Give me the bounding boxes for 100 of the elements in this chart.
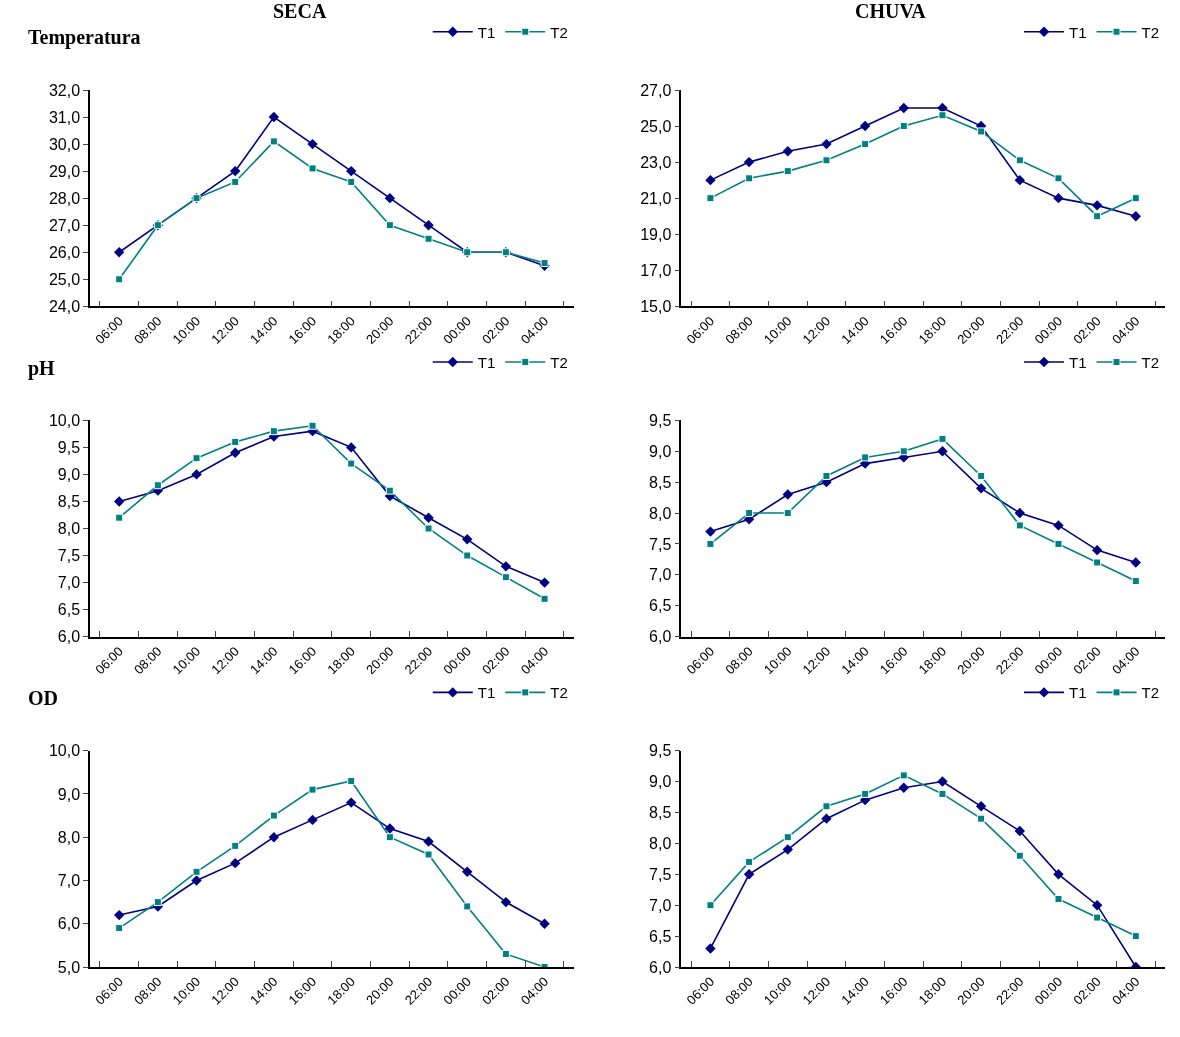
point <box>191 469 202 480</box>
point <box>975 483 987 494</box>
point <box>307 814 318 826</box>
point <box>977 127 986 136</box>
point <box>938 434 947 443</box>
point <box>500 896 512 908</box>
y-tick-label: 9,0 <box>57 466 81 484</box>
point <box>1054 539 1063 548</box>
point <box>1015 521 1024 530</box>
point <box>1130 557 1142 568</box>
point <box>705 943 716 954</box>
point <box>385 486 394 495</box>
point <box>1014 507 1025 519</box>
point <box>861 140 870 149</box>
point <box>821 138 832 150</box>
y-tick-label: 8,0 <box>57 520 81 538</box>
point <box>346 442 357 453</box>
point <box>1131 194 1140 203</box>
point <box>540 594 549 603</box>
point <box>346 797 357 808</box>
point <box>977 814 986 823</box>
y-tick-label: 9,5 <box>649 411 672 429</box>
y-tick-label: 25,0 <box>640 117 672 135</box>
legend-label: T2 <box>550 684 568 702</box>
point <box>113 496 125 507</box>
point <box>899 771 908 780</box>
y-tick-label: 8,0 <box>57 828 81 846</box>
point <box>1131 932 1140 941</box>
y-tick-label: 25,0 <box>48 270 81 288</box>
text: SECA <box>273 0 327 22</box>
point <box>822 802 831 811</box>
y-tick-label: 9,0 <box>57 785 81 803</box>
point <box>462 866 473 878</box>
y-tick-label: 6,0 <box>57 915 81 933</box>
point <box>1015 851 1024 860</box>
point <box>424 234 433 243</box>
point <box>347 177 356 186</box>
point <box>783 509 792 518</box>
point <box>113 909 125 921</box>
point <box>269 811 278 820</box>
y-tick-label: 6,5 <box>57 601 81 619</box>
y-tick-label: 8,0 <box>649 834 672 852</box>
point <box>1014 174 1025 186</box>
point <box>1130 210 1142 222</box>
point <box>705 526 716 537</box>
point <box>937 776 948 787</box>
y-tick-label: 6,0 <box>57 628 81 646</box>
chart-title: Temperatura <box>28 26 141 49</box>
y-tick-label: 19,0 <box>640 225 672 243</box>
y-tick-label: 15,0 <box>640 297 672 315</box>
chart-title: pH <box>28 357 56 380</box>
point <box>385 221 394 230</box>
y-tick-label: 8,5 <box>649 804 672 822</box>
chart-title: OD <box>28 687 58 709</box>
point <box>706 901 715 910</box>
y-tick-label: 23,0 <box>640 153 672 171</box>
point <box>115 513 124 522</box>
point <box>975 801 987 812</box>
point <box>1053 869 1064 880</box>
point <box>346 165 357 177</box>
y-tick-label: 7,0 <box>649 896 672 914</box>
point <box>192 867 201 876</box>
point <box>1131 577 1140 586</box>
point <box>1014 825 1025 837</box>
y-tick-label: 31,0 <box>48 108 81 126</box>
y-tick-label: 9,0 <box>649 442 672 460</box>
point <box>1053 192 1064 204</box>
point <box>384 823 396 834</box>
point <box>347 459 356 468</box>
y-tick-label: 6,0 <box>649 958 672 976</box>
point <box>783 833 792 842</box>
point <box>268 832 280 843</box>
y-tick-label: 9,5 <box>57 438 81 456</box>
y-tick-label: 7,5 <box>57 547 81 565</box>
legend-label: T1 <box>1069 684 1087 702</box>
point <box>191 875 202 886</box>
point <box>782 146 793 157</box>
y-tick-label: 6,0 <box>649 628 672 646</box>
y-tick-label: 7,0 <box>57 574 81 592</box>
y-tick-label: 10,0 <box>48 411 81 429</box>
point <box>423 220 434 231</box>
point <box>1091 544 1103 556</box>
point <box>269 137 278 146</box>
y-tick-label: 10,0 <box>48 742 81 760</box>
legend-label: T2 <box>550 353 568 371</box>
point <box>153 481 162 490</box>
point <box>307 138 318 150</box>
y-tick-label: 32,0 <box>48 81 81 99</box>
point <box>1093 913 1102 922</box>
point <box>462 534 473 545</box>
point <box>977 471 986 480</box>
point <box>782 489 793 500</box>
y-tick-label: 24,0 <box>48 297 81 315</box>
point <box>1054 174 1063 183</box>
point <box>745 509 754 518</box>
point <box>1053 520 1064 531</box>
point <box>268 111 280 123</box>
y-tick-label: 30,0 <box>48 135 81 153</box>
point <box>501 573 510 582</box>
point <box>861 453 870 462</box>
